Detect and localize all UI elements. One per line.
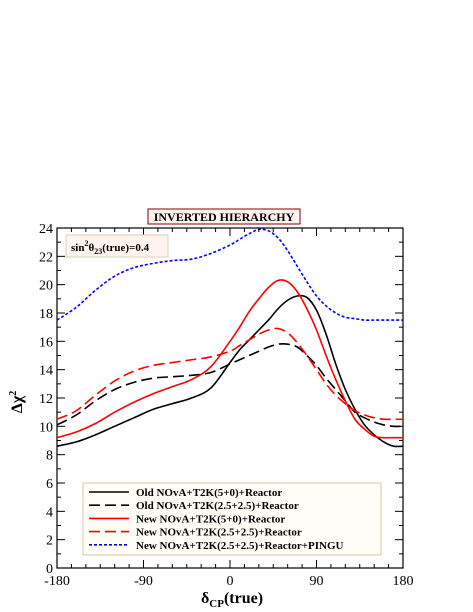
y-tick-label: 24 [39,222,53,237]
series-lines [56,228,404,448]
chart-title: INVERTED HIERARCHY [154,210,295,224]
y-tick-label: 8 [46,449,53,464]
x-tick-label: -180 [44,574,70,589]
legend-label-2: Old NOvA+T2K(2.5+2.5)+Reactor [136,500,299,512]
annotation-text: sin2θ23(true)=0.4 [71,239,150,256]
y-tick-label: 2 [46,534,53,549]
series-line-5 [56,228,403,321]
y-tick-label: 12 [39,392,53,407]
series-line-3 [56,279,403,439]
legend-label-1: Old NOvA+T2K(5+0)+Reactor [136,487,282,499]
legend-label-5: New NOvA+T2K(2.5+2.5)+Reactor+PINGU [136,540,344,552]
y-tick-label: 18 [39,307,53,322]
y-tick-label: 6 [46,477,53,492]
y-tick-label: 20 [39,279,53,294]
series-line-2 [56,343,404,428]
y-axis-label: Δχ2 [8,391,26,413]
annotation-box [65,234,169,258]
x-tick-label: 0 [227,574,234,589]
y-tick-label: 4 [46,505,53,520]
x-tick-label: 180 [393,574,414,589]
x-axis-label: δCP(true) [201,590,263,610]
y-tick-label: 14 [39,364,53,379]
chart-title-box [147,208,301,225]
legend-label-3: New NOvA+T2K(5+0)+Reactor [136,513,285,525]
legend-box [82,482,382,556]
y-tick-label: 10 [39,420,53,435]
y-tick-label: 16 [39,335,53,350]
y-tick-label: 22 [39,250,53,265]
x-tick-label: 90 [310,574,324,589]
series-line-4 [56,327,403,421]
x-tick-label: -90 [134,574,153,589]
y-tick-label: 0 [46,562,53,577]
series-line-1 [56,294,404,448]
legend-label-4: New NOvA+T2K(2.5+2.5)+Reactor [136,527,302,539]
